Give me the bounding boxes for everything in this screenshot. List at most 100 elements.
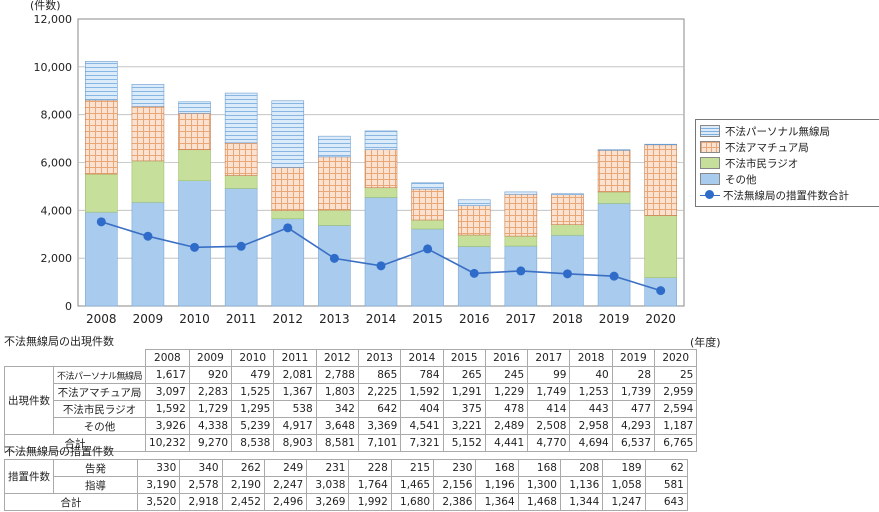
bar-segment bbox=[597, 191, 631, 204]
table-cell: 231 bbox=[306, 459, 350, 477]
row-label: 指導 bbox=[53, 476, 138, 494]
bar-segment bbox=[457, 205, 491, 236]
legend-label: 不法パーソナル無線局 bbox=[725, 125, 830, 138]
table-cell: 4,770 bbox=[527, 434, 571, 452]
x-tick-label: 2015 bbox=[412, 312, 443, 325]
table-cell: 1,367 bbox=[273, 383, 317, 401]
table-cell: 228 bbox=[348, 459, 392, 477]
bar-segment bbox=[271, 100, 305, 168]
year-header: 2019 bbox=[611, 349, 656, 367]
table-cell: 4,694 bbox=[569, 434, 613, 452]
table-cell: 2,452 bbox=[221, 493, 265, 511]
table-cell: 1,187 bbox=[654, 417, 698, 435]
group-label: 措置件数 bbox=[4, 459, 54, 494]
bar-segment bbox=[224, 175, 258, 189]
bar-segment bbox=[318, 135, 351, 158]
table-cell: 28 bbox=[611, 366, 656, 384]
table-cell: 5,239 bbox=[231, 417, 275, 435]
legend-item-other: その他 bbox=[700, 171, 879, 187]
y-axis-ticks: 12,000 10,000 8,000 6,000 4,000 2,000 0 bbox=[34, 13, 73, 313]
table-cell: 2,283 bbox=[188, 383, 233, 401]
table-cell: 7,101 bbox=[357, 434, 402, 452]
bar-segment bbox=[224, 92, 258, 144]
table-cell: 189 bbox=[602, 459, 646, 477]
table-cell: 230 bbox=[433, 459, 477, 477]
bar-segment bbox=[411, 219, 444, 230]
table-cell: 443 bbox=[569, 400, 613, 418]
bar-segment bbox=[504, 193, 538, 237]
bar-segment bbox=[131, 105, 165, 162]
year-header: 2012 bbox=[315, 349, 359, 367]
x-tick-label: 2011 bbox=[226, 312, 257, 325]
table-cell: 2,578 bbox=[179, 476, 223, 494]
bar-segment bbox=[85, 173, 118, 213]
header-blank bbox=[5, 350, 146, 367]
table-row: 出現件数 不法パーソナル無線局 1,617 920 479 2,081 2,788 865 78… bbox=[4, 366, 698, 435]
bar-segment bbox=[318, 209, 351, 226]
bar-segment bbox=[318, 156, 351, 211]
table-cell: 643 bbox=[644, 493, 688, 511]
bar-segment bbox=[364, 149, 398, 189]
table-cell: 1,592 bbox=[145, 400, 190, 418]
total-line-point bbox=[376, 261, 386, 271]
table-cell: 1,300 bbox=[517, 476, 561, 494]
table-cell: 414 bbox=[527, 400, 571, 418]
table-cell: 3,038 bbox=[306, 476, 350, 494]
total-line-point bbox=[190, 242, 200, 252]
x-tick-label: 2010 bbox=[179, 312, 210, 325]
year-header: 2014 bbox=[400, 349, 444, 367]
table-cell: 478 bbox=[484, 400, 529, 418]
bar-segment bbox=[411, 182, 444, 190]
bar-segment bbox=[271, 210, 305, 220]
x-tick-label: 2012 bbox=[272, 312, 303, 325]
table-cell: 4,541 bbox=[400, 417, 444, 435]
bar-segment bbox=[224, 142, 258, 176]
table-cell: 9,270 bbox=[188, 434, 233, 452]
row-label: 告発 bbox=[53, 459, 138, 477]
row-label: 不法パーソナル無線局 bbox=[52, 366, 147, 384]
table-cell: 8,903 bbox=[273, 434, 317, 452]
total-line-point bbox=[423, 244, 433, 254]
table-cell: 1,992 bbox=[348, 493, 392, 511]
bar-segment bbox=[131, 83, 165, 107]
table-cell: 168 bbox=[517, 459, 561, 477]
y-tick-label: 12,000 bbox=[34, 13, 73, 26]
table-row: 指導 3,190 2,578 2,190 2,247 3,038 1,764 1,465 2,1… bbox=[5, 476, 688, 494]
bar-segment bbox=[504, 235, 538, 247]
table-cell: 2,386 bbox=[433, 493, 477, 511]
x-tick-label: 2017 bbox=[506, 312, 537, 325]
table-cell: 3,269 bbox=[306, 493, 350, 511]
table-cell: 6,537 bbox=[611, 434, 656, 452]
table1-title: 不法無線局の出現件数 bbox=[4, 335, 114, 348]
row-label: 不法アマチュア局 bbox=[52, 383, 147, 401]
table-cell: 784 bbox=[400, 366, 444, 384]
table-cell: 245 bbox=[484, 366, 529, 384]
year-header: 2009 bbox=[188, 349, 233, 367]
total-line-point bbox=[329, 253, 339, 263]
table-cell: 1,196 bbox=[475, 476, 519, 494]
table-cell: 1,253 bbox=[569, 383, 613, 401]
table-cell: 62 bbox=[644, 459, 688, 477]
row-label: 合計 bbox=[4, 493, 138, 511]
table-cell: 6,765 bbox=[654, 434, 698, 452]
table-row: その他 3,926 4,338 5,239 4,917 3,648 3,369 4,541 3,… bbox=[5, 417, 698, 435]
table-cell: 3,369 bbox=[357, 417, 402, 435]
table-cell: 249 bbox=[263, 459, 308, 477]
table-cell: 1,592 bbox=[400, 383, 444, 401]
table-cell: 8,538 bbox=[231, 434, 275, 452]
table-cell: 1,680 bbox=[390, 493, 435, 511]
total-line-point bbox=[283, 223, 293, 233]
table-cell: 3,648 bbox=[315, 417, 359, 435]
bar-segment bbox=[85, 99, 118, 175]
legend-label: その他 bbox=[725, 173, 757, 186]
y-tick-label: 2,000 bbox=[41, 252, 73, 265]
table-row: 合計 10,232 9,270 8,538 8,903 8,581 7,101 7,321 5,… bbox=[3, 434, 698, 452]
table-cell: 2,225 bbox=[357, 383, 402, 401]
bar-segment bbox=[364, 197, 398, 307]
table-cell: 1,729 bbox=[188, 400, 233, 418]
x-axis-ticks: 2008 2009 2010 2011 2012 2013 2014 2015 2016 2017… bbox=[86, 312, 676, 325]
table-cell: 2,959 bbox=[654, 383, 698, 401]
table-row: 不法アマチュア局 3,097 2,283 1,525 1,367 1,803 2,225 1,… bbox=[5, 383, 698, 401]
bar-segment bbox=[271, 167, 305, 211]
x-tick-label: 2016 bbox=[459, 312, 490, 325]
